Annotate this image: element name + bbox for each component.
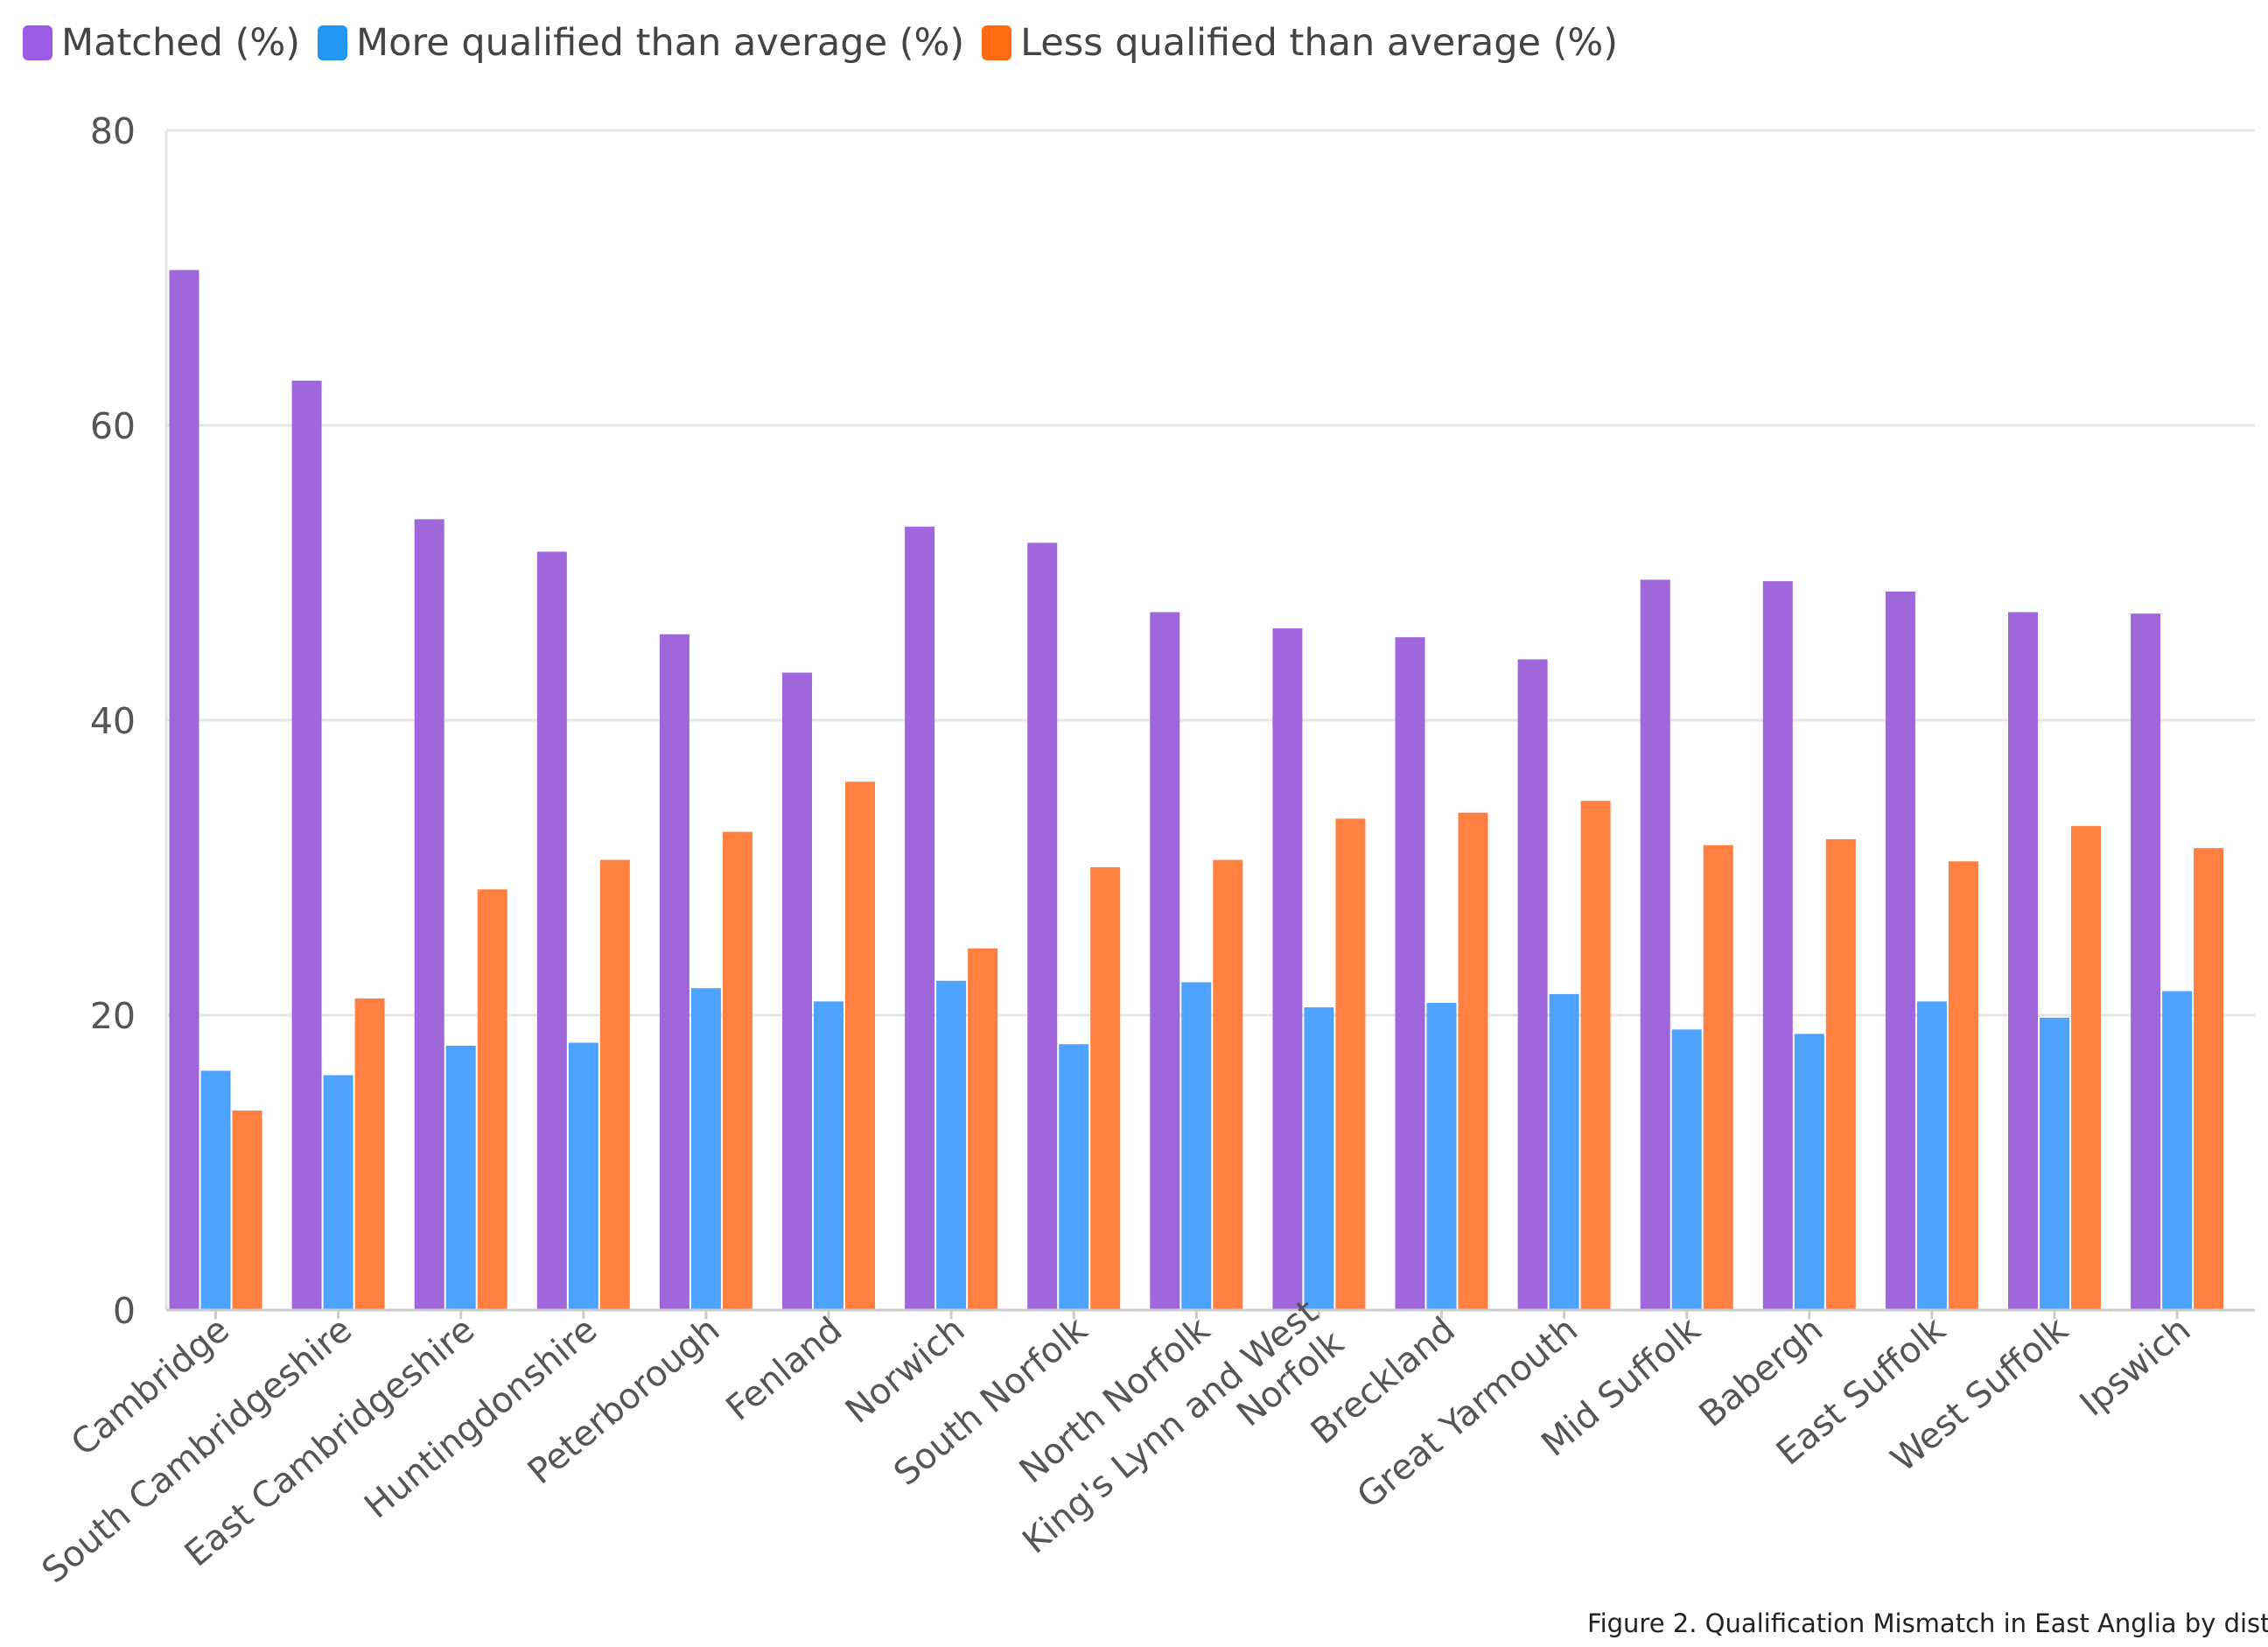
bar-less-qualified-than-average-8 <box>1213 859 1243 1311</box>
bar-matched-15 <box>2008 612 2038 1311</box>
bar-less-qualified-than-average-14 <box>1948 861 1978 1311</box>
bar-less-qualified-than-average-1 <box>354 998 385 1311</box>
bar-more-qualified-than-average-11 <box>1549 993 1579 1311</box>
bar-less-qualified-than-average-0 <box>232 1111 262 1311</box>
bar-matched-5 <box>782 672 812 1311</box>
bar-more-qualified-than-average-3 <box>568 1042 598 1311</box>
x-tick-label-11: Great Yarmouth <box>1350 1309 1586 1516</box>
legend-label-more-qualified: More qualified than average (%) <box>356 21 965 65</box>
bar-more-qualified-than-average-7 <box>1059 1044 1089 1311</box>
bar-less-qualified-than-average-6 <box>968 948 998 1311</box>
bar-matched-9 <box>1272 628 1303 1311</box>
bar-more-qualified-than-average-9 <box>1304 1007 1334 1311</box>
bar-matched-14 <box>1885 591 1915 1311</box>
bar-matched-1 <box>291 380 322 1311</box>
bar-less-qualified-than-average-9 <box>1335 818 1366 1311</box>
bar-more-qualified-than-average-0 <box>200 1070 231 1311</box>
bar-matched-16 <box>2131 613 2161 1311</box>
legend-swatch-less-qualified <box>982 25 1012 60</box>
y-tick-label-20: 20 <box>90 995 136 1037</box>
x-tick-label-3: Huntingdonshire <box>357 1309 605 1526</box>
bar-matched-13 <box>1762 581 1793 1311</box>
bar-matched-3 <box>536 551 567 1311</box>
bar-matched-7 <box>1027 543 1058 1311</box>
bar-less-qualified-than-average-5 <box>845 781 875 1311</box>
bar-matched-10 <box>1395 637 1425 1311</box>
y-tick-label-0: 0 <box>113 1290 136 1332</box>
bar-matched-12 <box>1640 579 1670 1311</box>
bar-more-qualified-than-average-8 <box>1181 982 1212 1311</box>
x-tick-label-16: Ipswich <box>2073 1309 2199 1424</box>
bar-more-qualified-than-average-1 <box>323 1075 354 1311</box>
bar-more-qualified-than-average-5 <box>814 1001 844 1311</box>
bar-more-qualified-than-average-15 <box>2040 1017 2069 1311</box>
bar-more-qualified-than-average-4 <box>690 988 721 1311</box>
bar-more-qualified-than-average-16 <box>2162 991 2193 1311</box>
legend-label-less-qualified: Less qualified than average (%) <box>1020 21 1619 65</box>
legend-label-matched: Matched (%) <box>61 21 301 65</box>
bar-more-qualified-than-average-10 <box>1426 1003 1457 1311</box>
bar-less-qualified-than-average-4 <box>722 831 752 1311</box>
bar-matched-6 <box>905 526 935 1311</box>
bar-less-qualified-than-average-11 <box>1580 801 1611 1311</box>
bar-matched-8 <box>1150 612 1180 1311</box>
bar-more-qualified-than-average-12 <box>1671 1029 1702 1311</box>
y-tick-label-80: 80 <box>90 110 136 152</box>
legend-item-less-qualified[interactable]: Less qualified than average (%) <box>982 21 1618 65</box>
legend-item-matched[interactable]: Matched (%) <box>23 21 300 65</box>
figure-caption: Figure 2. Qualification Mismatch in East… <box>1587 1608 2268 1638</box>
bar-less-qualified-than-average-12 <box>1703 845 1733 1311</box>
legend-swatch-more-qualified <box>318 25 348 60</box>
y-tick-label-40: 40 <box>90 700 136 742</box>
bar-more-qualified-than-average-6 <box>936 980 967 1311</box>
bar-matched-2 <box>414 519 444 1311</box>
x-tick-label-5: Fenland <box>718 1309 850 1428</box>
bar-less-qualified-than-average-10 <box>1458 812 1488 1311</box>
bar-matched-11 <box>1517 659 1548 1311</box>
bar-less-qualified-than-average-15 <box>2071 825 2101 1311</box>
bar-less-qualified-than-average-2 <box>477 889 508 1311</box>
bar-less-qualified-than-average-16 <box>2194 848 2224 1311</box>
bar-less-qualified-than-average-13 <box>1825 838 1856 1311</box>
legend-swatch-matched <box>23 25 52 60</box>
bar-more-qualified-than-average-2 <box>445 1045 476 1311</box>
bar-matched-4 <box>659 634 690 1311</box>
bar-more-qualified-than-average-13 <box>1794 1034 1824 1311</box>
chart-legend: Matched (%) More qualified than average … <box>23 14 1635 72</box>
bar-less-qualified-than-average-7 <box>1090 867 1121 1311</box>
legend-item-more-qualified[interactable]: More qualified than average (%) <box>318 21 964 65</box>
bar-less-qualified-than-average-3 <box>599 859 630 1311</box>
bar-more-qualified-than-average-14 <box>1916 1001 1947 1311</box>
y-tick-label-60: 60 <box>90 405 136 447</box>
bar-matched-0 <box>169 270 200 1311</box>
